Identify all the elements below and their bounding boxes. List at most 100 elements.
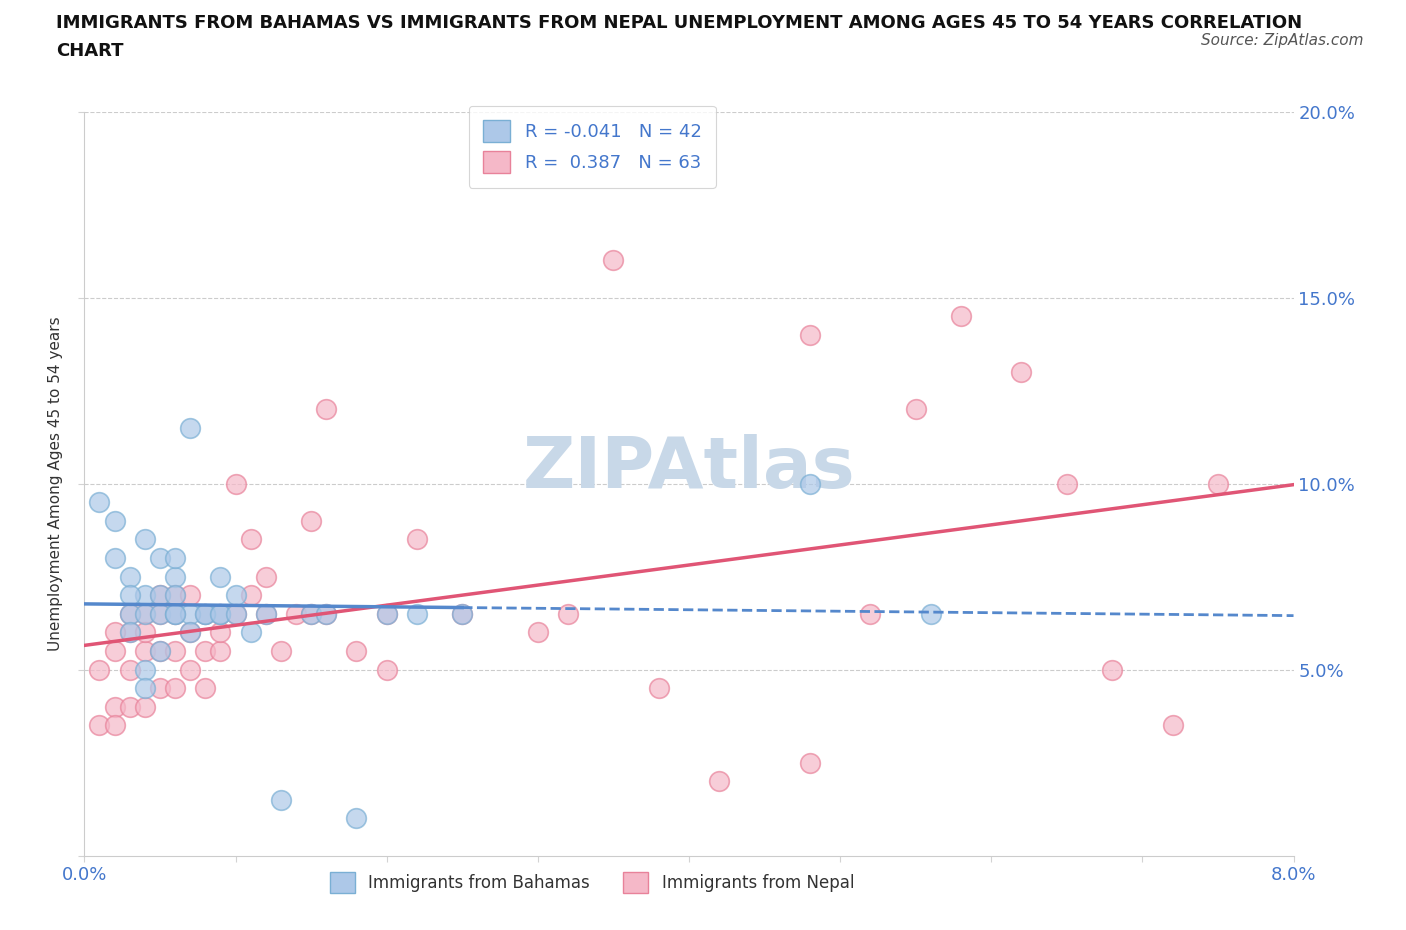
Point [315,606,337,621]
Point [165,569,187,584]
Point [239,625,262,640]
Point [209,644,232,658]
Point [209,625,232,640]
Point [270,644,292,658]
Point [104,551,127,565]
Point [165,681,187,696]
Point [134,606,156,621]
Point [254,606,277,621]
Point [149,644,172,658]
Point [315,606,337,621]
Point [799,755,821,770]
Point [149,588,172,603]
Point [118,662,141,677]
Point [149,551,172,565]
Point [149,644,172,658]
Point [209,569,232,584]
Point [346,644,368,658]
Y-axis label: Unemployment Among Ages 45 to 54 years: Unemployment Among Ages 45 to 54 years [48,316,63,651]
Point [1056,476,1078,491]
Point [149,588,172,603]
Point [179,662,201,677]
Point [270,792,292,807]
Point [179,625,201,640]
Point [149,681,172,696]
Point [254,606,277,621]
Point [89,718,111,733]
Point [118,606,141,621]
Point [149,606,172,621]
Point [134,532,156,547]
Point [1011,365,1033,379]
Point [165,606,187,621]
Point [118,606,141,621]
Point [239,532,262,547]
Point [209,606,232,621]
Point [225,606,247,621]
Point [254,569,277,584]
Point [165,588,187,603]
Point [920,606,942,621]
Point [225,588,247,603]
Point [225,606,247,621]
Point [1161,718,1184,733]
Point [118,625,141,640]
Point [104,625,127,640]
Point [709,774,731,789]
Point [527,625,550,640]
Point [118,569,141,584]
Point [346,811,368,826]
Point [799,476,821,491]
Point [602,253,624,268]
Point [285,606,308,621]
Point [451,606,474,621]
Text: Source: ZipAtlas.com: Source: ZipAtlas.com [1201,33,1364,47]
Point [194,644,217,658]
Point [165,588,187,603]
Point [299,513,322,528]
Point [194,606,217,621]
Point [859,606,882,621]
Point [104,699,127,714]
Point [104,644,127,658]
Point [299,606,322,621]
Point [134,681,156,696]
Point [165,644,187,658]
Point [1101,662,1123,677]
Point [134,588,156,603]
Point [179,420,201,435]
Point [89,662,111,677]
Point [165,606,187,621]
Point [194,606,217,621]
Point [179,606,201,621]
Point [406,532,429,547]
Point [451,606,474,621]
Point [194,681,217,696]
Point [149,606,172,621]
Point [134,699,156,714]
Point [299,606,322,621]
Point [165,551,187,565]
Point [950,309,973,324]
Point [1206,476,1229,491]
Point [89,495,111,510]
Point [134,662,156,677]
Point [104,718,127,733]
Point [904,402,927,417]
Point [648,681,671,696]
Point [209,606,232,621]
Text: ZIPAtlas: ZIPAtlas [523,434,855,503]
Point [406,606,429,621]
Legend: Immigrants from Bahamas, Immigrants from Nepal: Immigrants from Bahamas, Immigrants from… [323,866,860,899]
Point [179,625,201,640]
Point [375,606,398,621]
Text: IMMIGRANTS FROM BAHAMAS VS IMMIGRANTS FROM NEPAL UNEMPLOYMENT AMONG AGES 45 TO 5: IMMIGRANTS FROM BAHAMAS VS IMMIGRANTS FR… [56,14,1302,32]
Point [315,402,337,417]
Point [225,476,247,491]
Point [799,327,821,342]
Text: CHART: CHART [56,42,124,60]
Point [134,644,156,658]
Point [179,588,201,603]
Point [134,606,156,621]
Point [118,588,141,603]
